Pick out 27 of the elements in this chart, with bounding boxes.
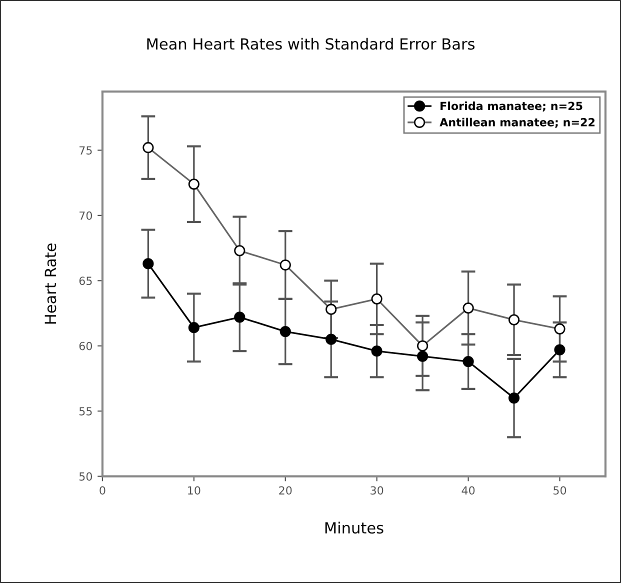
y-tick-label: 55	[79, 407, 92, 416]
x-tick-label: 30	[370, 486, 384, 495]
point	[371, 346, 382, 357]
point	[188, 322, 200, 334]
point	[326, 334, 337, 345]
y-tick-label: 70	[80, 211, 92, 220]
point	[280, 326, 291, 338]
point	[462, 356, 474, 368]
point	[417, 350, 428, 362]
x-axis-title: Minutes	[325, 522, 384, 534]
y-tick-label: 60	[79, 342, 92, 350]
x-tick-label: 50	[554, 486, 566, 495]
y-tick-label: 50	[79, 472, 92, 481]
y-tick-label: 65	[79, 276, 92, 286]
y-axis-title: Heart Rate	[44, 244, 56, 324]
point	[234, 312, 246, 323]
legend-label: Florida manatee; n=25	[440, 102, 582, 112]
y-tick-label: 75	[80, 146, 92, 155]
x-tick-label: 10	[188, 486, 200, 495]
point	[142, 258, 154, 270]
x-tick-label: 20	[279, 486, 292, 495]
point	[508, 392, 520, 404]
x-tick-label: 40	[462, 486, 475, 495]
x-tick-label: 0	[100, 486, 106, 495]
chart-title: Mean Heart Rates with Standard Error Bars	[147, 38, 475, 50]
legend-label: Antillean manatee; n=22	[440, 118, 595, 128]
point	[554, 344, 566, 356]
